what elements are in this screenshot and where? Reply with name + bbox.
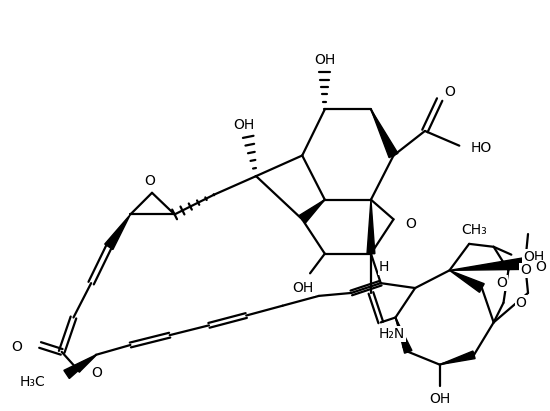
Text: O: O (12, 340, 23, 354)
Polygon shape (439, 351, 475, 365)
Text: O: O (520, 263, 531, 277)
Text: O: O (535, 261, 546, 275)
Text: O: O (444, 85, 455, 99)
Text: H₃C: H₃C (19, 375, 45, 389)
Text: OH: OH (314, 53, 336, 67)
Polygon shape (367, 200, 375, 254)
Text: O: O (497, 276, 508, 290)
Text: CH₃: CH₃ (461, 223, 487, 237)
Polygon shape (395, 317, 412, 353)
Text: O: O (145, 174, 156, 188)
Text: O: O (91, 367, 102, 381)
Polygon shape (449, 270, 484, 292)
Text: O: O (515, 296, 526, 310)
Polygon shape (64, 355, 96, 379)
Polygon shape (449, 258, 526, 270)
Text: O: O (405, 217, 416, 231)
Text: HO: HO (471, 141, 492, 155)
Text: H₂N: H₂N (379, 327, 405, 341)
Polygon shape (299, 200, 325, 223)
Text: OH: OH (293, 281, 314, 295)
Text: OH: OH (523, 249, 544, 263)
Text: H: H (379, 261, 389, 275)
Polygon shape (371, 109, 398, 158)
Polygon shape (104, 215, 130, 249)
Text: OH: OH (429, 392, 450, 406)
Text: OH: OH (234, 118, 255, 132)
